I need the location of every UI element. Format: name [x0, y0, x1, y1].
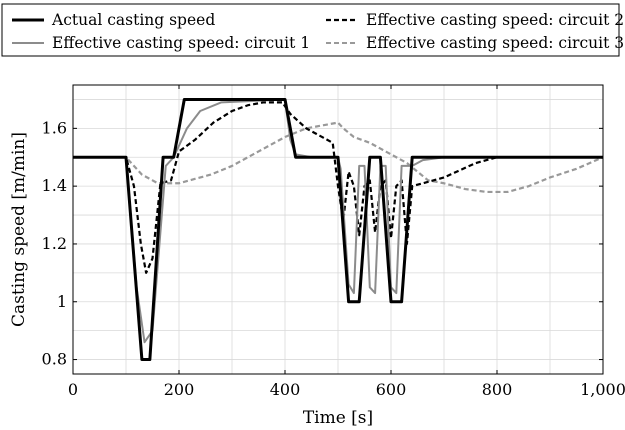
y-axis-ticks: 0.8 1 1.2 1.4 1.6 — [42, 118, 603, 369]
y-tick-label: 1.6 — [42, 118, 67, 137]
legend-label-circuit-2: Effective casting speed: circuit 2 — [366, 11, 624, 29]
x-axis-ticks: 0 200 400 600 800 1,000 — [68, 85, 625, 399]
x-axis-label: Time [s] — [303, 408, 373, 428]
y-tick-label: 1.2 — [42, 234, 67, 253]
y-tick-label: 1.4 — [42, 176, 67, 195]
series-line-actual — [73, 97, 603, 362]
legend: Actual casting speed Effective casting s… — [1, 3, 624, 57]
x-tick-label: 600 — [376, 380, 407, 399]
y-tick-label: 0.8 — [42, 350, 67, 369]
x-tick-label: 400 — [270, 380, 301, 399]
plot-frame — [72, 84, 604, 375]
series-lines — [73, 97, 604, 362]
series-line-circuit-3 — [73, 121, 604, 194]
y-axis-label: Casting speed [m/min] — [9, 132, 29, 327]
x-tick-label: 200 — [164, 380, 195, 399]
x-tick-label: 1,000 — [580, 380, 625, 399]
x-tick-label: 0 — [68, 380, 78, 399]
legend-box — [1, 3, 620, 57]
legend-label-circuit-3: Effective casting speed: circuit 3 — [366, 34, 624, 52]
x-tick-label: 800 — [482, 380, 513, 399]
legend-label-circuit-1: Effective casting speed: circuit 1 — [52, 34, 310, 52]
legend-label-actual: Actual casting speed — [51, 11, 215, 29]
y-tick-label: 1 — [57, 292, 67, 311]
